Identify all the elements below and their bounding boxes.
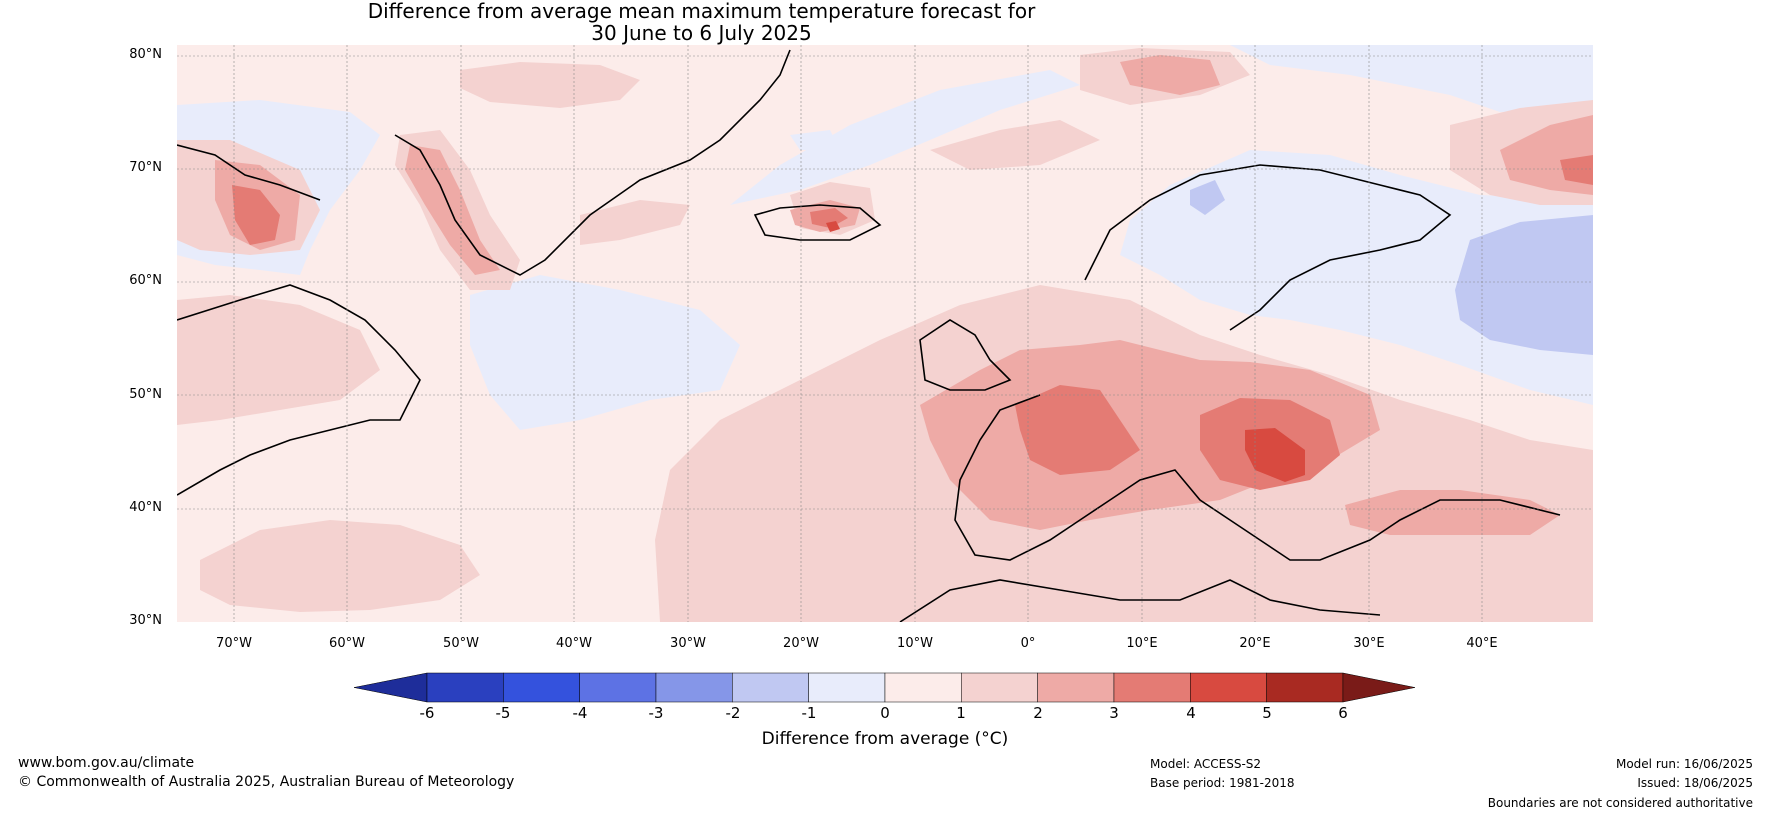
colorbar-swatch	[961, 672, 1038, 703]
lat-label: 80°N	[129, 47, 162, 62]
lat-label: 30°N	[129, 613, 162, 628]
colorbar-swatch	[426, 672, 504, 703]
anomaly-region-warm-3	[1015, 385, 1140, 475]
lon-label: 10°E	[1126, 636, 1158, 651]
coastline-greenland	[394, 49, 791, 276]
colorbar-tick-label: 1	[956, 704, 966, 722]
coastline-africa	[899, 579, 1381, 622]
colorbar-tick-label: -5	[495, 704, 511, 722]
colorbar-swatch	[1113, 672, 1191, 703]
colorbar-swatch	[732, 672, 809, 703]
base-period-text: Base period: 1981-2018	[1150, 776, 1295, 790]
coastline-europe	[954, 394, 1561, 561]
coastline-labrador	[177, 284, 421, 496]
anomaly-region-warm-3	[232, 185, 280, 245]
colorbar-swatch	[884, 672, 962, 703]
lon-label: 0°	[1020, 636, 1036, 651]
lon-label: 70°W	[216, 636, 252, 651]
colorbar-swatch	[1037, 672, 1115, 703]
graticule	[177, 45, 1593, 622]
colorbar-extend-high	[1342, 672, 1416, 703]
colorbar-tick-label: 4	[1186, 704, 1196, 722]
anomaly-region-cool	[1120, 150, 1593, 405]
colorbar-swatch	[655, 672, 733, 703]
colorbar	[353, 672, 1416, 703]
map-title-line1: Difference from average mean maximum tem…	[367, 0, 1036, 23]
anomaly-region-warm-2	[920, 340, 1380, 530]
coastline-uk-ireland	[919, 319, 1012, 391]
colorbar-tick-label: 0	[880, 704, 890, 722]
colorbar-tick-label: 3	[1109, 704, 1119, 722]
anomaly-region-warm-4	[1245, 428, 1305, 482]
model-run-text: Model run: 16/06/2025	[1615, 757, 1753, 771]
disclaimer-text: Boundaries are not considered authoritat…	[1487, 796, 1753, 810]
anomaly-region-warm	[460, 62, 640, 108]
anomaly-field	[177, 45, 1593, 622]
coastline-scandinavia	[1084, 164, 1452, 331]
issued-text: Issued: 18/06/2025	[1637, 776, 1753, 790]
colorbar-swatch	[579, 672, 657, 703]
lat-label: 40°N	[129, 500, 162, 515]
colorbar-label: Difference from average (°C)	[761, 729, 1009, 749]
colorbar-extend-low	[353, 672, 428, 703]
lon-label: 20°W	[783, 636, 819, 651]
lon-label: 30°W	[670, 636, 706, 651]
website-text: www.bom.gov.au/climate	[18, 755, 195, 771]
colorbar-tick-label: -2	[725, 704, 741, 722]
colorbar-tick-label: 2	[1033, 704, 1043, 722]
lat-label: 70°N	[129, 160, 162, 175]
lon-label: 40°E	[1466, 636, 1498, 651]
anomaly-region-warm	[177, 295, 380, 425]
anomaly-region-warm-2	[1120, 55, 1220, 95]
anomaly-region-warm	[930, 120, 1100, 170]
colorbar-tick-label: 6	[1338, 704, 1348, 722]
anomaly-region-cool	[470, 275, 740, 430]
lon-label: 20°E	[1239, 636, 1271, 651]
colorbar-tick-label: -6	[419, 704, 435, 722]
colorbar-tick-label: -4	[572, 704, 588, 722]
lat-label: 60°N	[129, 273, 162, 288]
anomaly-region-warm	[200, 520, 480, 612]
lon-label: 60°W	[329, 636, 365, 651]
lat-label: 50°N	[129, 387, 162, 402]
anomaly-region-warm-4	[826, 221, 840, 232]
anomaly-region-cool	[790, 130, 840, 150]
colorbar-swatch	[503, 672, 580, 703]
anomaly-region-cool	[730, 70, 1080, 205]
lon-label: 30°E	[1353, 636, 1385, 651]
anomaly-region-warm	[580, 200, 690, 245]
coastline-iceland	[753, 204, 882, 241]
map-title-line2: 30 June to 6 July 2025	[591, 21, 812, 45]
lon-label: 50°W	[443, 636, 479, 651]
coastline-baffin	[177, 144, 321, 201]
anomaly-region-cool-strong	[1190, 180, 1225, 215]
colorbar-swatch	[1190, 672, 1267, 703]
anomaly-region-warm-2	[405, 145, 500, 275]
lon-label: 10°W	[897, 636, 933, 651]
colorbar-tick-label: -3	[648, 704, 664, 722]
coastlines	[177, 49, 1561, 622]
anomaly-region-warm-3	[810, 208, 848, 228]
anomaly-region-warm-3	[1560, 155, 1593, 185]
colorbar-swatch	[808, 672, 886, 703]
colorbar-swatch	[1266, 672, 1344, 703]
model-text: Model: ACCESS-S2	[1150, 757, 1262, 771]
anomaly-region-cool	[1230, 45, 1593, 112]
lon-label: 40°W	[556, 636, 592, 651]
copyright-text: © Commonwealth of Australia 2025, Austra…	[18, 774, 515, 790]
colorbar-tick-label: -1	[801, 704, 817, 722]
colorbar-tick-label: 5	[1262, 704, 1272, 722]
anomaly-region-cool-strong	[1455, 215, 1593, 355]
